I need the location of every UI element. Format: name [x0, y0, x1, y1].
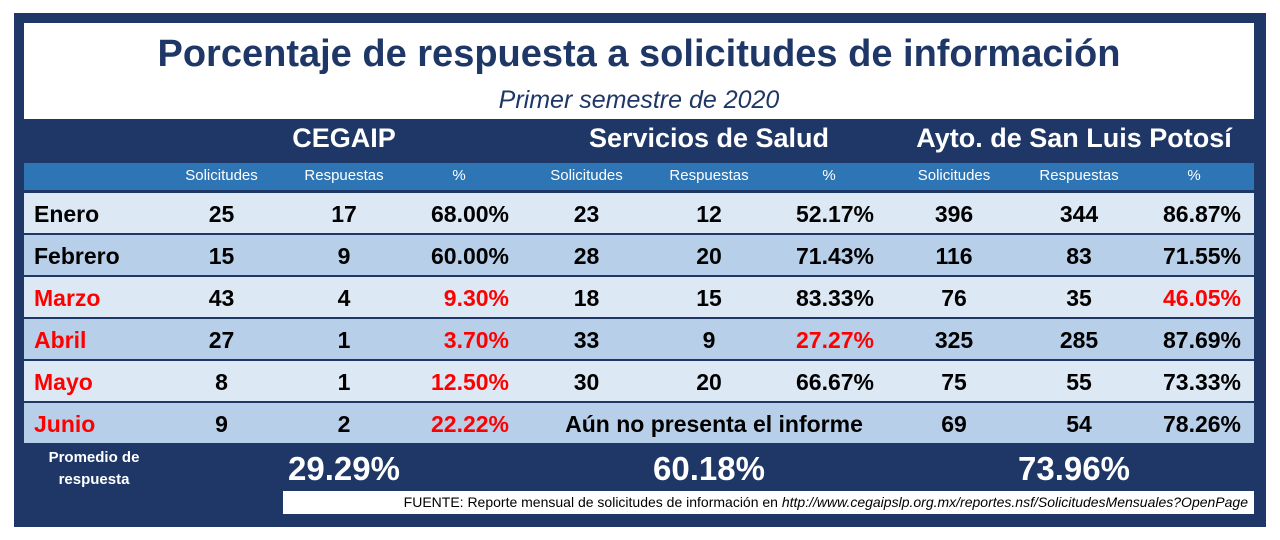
ayto-respuestas-cell: 344	[1059, 201, 1099, 227]
month-label: Enero	[34, 201, 100, 227]
month-label: Junio	[34, 411, 96, 437]
subheader-solicitudes: Solicitudes	[550, 167, 623, 184]
salud-respuestas-cell: 12	[696, 201, 722, 227]
salud-percent-cell: 27.27%	[795, 327, 874, 353]
subheader-solicitudes: Solicitudes	[185, 167, 258, 184]
salud-solicitudes-cell: 33	[573, 327, 600, 353]
cegaip-solicitudes-cell: 27	[208, 327, 235, 353]
ayto-respuestas-cell: 54	[1066, 411, 1092, 437]
cegaip-respuestas-cell: 17	[331, 201, 357, 227]
salud-solicitudes-cell: 30	[573, 369, 600, 395]
source-box: FUENTE: Reporte mensual de solicitudes d…	[283, 491, 1254, 514]
cegaip-respuestas-cell: 9	[337, 243, 351, 269]
ayto-respuestas-cell: 35	[1066, 285, 1092, 311]
average-cegaip: 29.29%	[288, 450, 400, 487]
ayto-percent-cell: 73.33%	[1162, 369, 1241, 395]
ayto-solicitudes-cell: 325	[934, 327, 974, 353]
salud-percent-cell: 66.67%	[795, 369, 874, 395]
month-label: Abril	[34, 327, 87, 353]
salud-solicitudes-cell: 28	[573, 243, 600, 269]
salud-solicitudes-cell: 23	[573, 201, 600, 227]
salud-respuestas-cell: 20	[696, 243, 722, 269]
month-label: Marzo	[34, 285, 101, 311]
salud-solicitudes-cell: 18	[573, 285, 600, 311]
month-label: Mayo	[34, 369, 93, 395]
salud-percent-cell: 71.43%	[795, 243, 874, 269]
subheader-respuestas: Respuestas	[1039, 167, 1119, 184]
salud-respuestas-cell: 9	[702, 327, 716, 353]
page-title: Porcentaje de respuesta a solicitudes de…	[157, 33, 1121, 75]
average-salud: 60.18%	[653, 450, 765, 487]
ayto-solicitudes-cell: 76	[941, 285, 967, 311]
ayto-solicitudes-cell: 396	[934, 201, 974, 227]
cegaip-solicitudes-cell: 9	[215, 411, 228, 437]
salud-percent-cell: 83.33%	[795, 285, 874, 311]
cegaip-respuestas-cell: 2	[337, 411, 351, 437]
ayto-percent-cell: 78.26%	[1162, 411, 1241, 437]
ayto-solicitudes-cell: 69	[941, 411, 967, 437]
cegaip-percent-cell: 68.00%	[430, 201, 509, 227]
ayto-percent-cell: 86.87%	[1162, 201, 1241, 227]
source-prefix: FUENTE: Reporte mensual de solicitudes d…	[403, 494, 782, 510]
ayto-solicitudes-cell: 116	[935, 243, 973, 269]
entity-header-salud: Servicios de Salud	[588, 123, 830, 153]
entity-header-row: CEGAIP Servicios de Salud Ayto. de San L…	[24, 119, 1254, 163]
month-label: Febrero	[34, 243, 120, 269]
cegaip-respuestas-cell: 4	[337, 285, 351, 311]
subheader-row: Solicitudes Respuestas % Solicitudes Res…	[24, 163, 1254, 190]
entity-header-ayto: Ayto. de San Luis Potosí	[916, 123, 1232, 153]
cegaip-percent-cell: 22.22%	[430, 411, 509, 437]
ayto-percent-cell: 87.69%	[1162, 327, 1241, 353]
salud-note: Aún no presenta el informe	[565, 411, 863, 437]
cegaip-solicitudes-cell: 15	[208, 243, 235, 269]
entity-header-cegaip: CEGAIP	[292, 123, 396, 153]
cegaip-percent-cell: 9.30%	[443, 285, 509, 311]
average-label: Promedio de respuesta	[48, 449, 140, 488]
subheader-respuestas: Respuestas	[669, 167, 749, 184]
title-box: Porcentaje de respuesta a solicitudes de…	[24, 23, 1254, 119]
ayto-respuestas-cell: 285	[1059, 327, 1099, 353]
table-row: Marzo 43 4 9.30% 18 15 83.33% 76 35 46.05%	[24, 277, 1254, 317]
ayto-percent-cell: 46.05%	[1162, 285, 1241, 311]
ayto-respuestas-cell: 83	[1066, 243, 1092, 269]
table-row: Enero 25 17 68.00% 23 12 52.17% 396 344 86.87%	[24, 193, 1254, 233]
page-subtitle: Primer semestre de 2020	[498, 86, 780, 114]
source-url: http://www.cegaipslp.org.mx/reportes.nsf…	[781, 494, 1248, 510]
cegaip-respuestas-cell: 1	[337, 327, 351, 353]
subheader-percent: %	[822, 167, 836, 184]
subheader-percent: %	[1187, 167, 1201, 184]
average-ayto: 73.96%	[1018, 450, 1130, 487]
table-row: Febrero 15 9 60.00% 28 20 71.43% 116 83 71.55%	[24, 235, 1254, 275]
ayto-percent-cell: 71.55%	[1162, 243, 1241, 269]
ayto-solicitudes-cell: 75	[941, 369, 967, 395]
cegaip-solicitudes-cell: 8	[215, 369, 228, 395]
subheader-percent: %	[452, 167, 466, 184]
cegaip-solicitudes-cell: 43	[208, 285, 235, 311]
cegaip-percent-cell: 60.00%	[430, 243, 509, 269]
source-note: FUENTE: Reporte mensual de solicitudes d…	[404, 494, 1248, 510]
cegaip-percent-cell: 3.70%	[443, 327, 509, 353]
ayto-respuestas-cell: 55	[1066, 369, 1092, 395]
table-row: Mayo 8 1 12.50% 30 20 66.67% 75 55 73.33%	[24, 361, 1254, 401]
table-row: Junio 9 2 22.22% Aún no presenta el informe 6…	[24, 403, 1254, 443]
subheader-respuestas: Respuestas	[304, 167, 384, 184]
cegaip-percent-cell: 12.50%	[430, 369, 509, 395]
table-row: Abril 27 1 3.70% 33 9 27.27% 325 285 87.69%	[24, 319, 1254, 359]
salud-respuestas-cell: 15	[696, 285, 722, 311]
cegaip-solicitudes-cell: 25	[208, 201, 235, 227]
cegaip-respuestas-cell: 1	[337, 369, 351, 395]
subheader-solicitudes: Solicitudes	[917, 167, 991, 184]
salud-percent-cell: 52.17%	[795, 201, 874, 227]
salud-respuestas-cell: 20	[696, 369, 722, 395]
